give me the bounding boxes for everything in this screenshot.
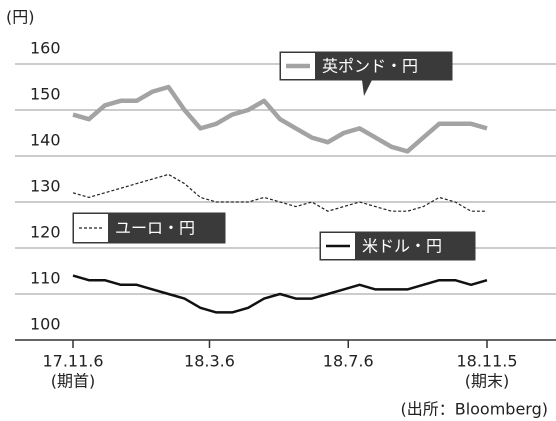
legend-pointer (362, 80, 372, 96)
y-tick-label: 130 (30, 177, 61, 196)
series-line (72, 84, 488, 154)
series-line (72, 274, 488, 314)
legend-label: 米ドル・円 (362, 237, 442, 256)
legend-label: 英ポンド・円 (322, 57, 418, 76)
series-line (72, 173, 487, 212)
legend-label: ユーロ・円 (115, 219, 195, 238)
y-tick-label: 150 (30, 85, 61, 104)
x-tick-label: 18.11.5 (456, 352, 517, 371)
source: (出所：Bloomberg) (400, 400, 548, 419)
y-tick-label: 120 (30, 223, 61, 242)
y-tick-label: 110 (30, 269, 61, 288)
y-tick-label: 140 (30, 131, 61, 150)
start-note: (期首) (51, 372, 96, 391)
x-tick-label: 18.7.6 (323, 352, 374, 371)
x-tick-label: 18.3.6 (184, 352, 235, 371)
x-tick-label: 17.11.6 (42, 352, 103, 371)
end-note: (期末) (465, 372, 510, 391)
y-unit-label: (円) (6, 8, 35, 27)
y-tick-label: 100 (30, 315, 61, 334)
y-tick-label: 160 (30, 39, 61, 58)
